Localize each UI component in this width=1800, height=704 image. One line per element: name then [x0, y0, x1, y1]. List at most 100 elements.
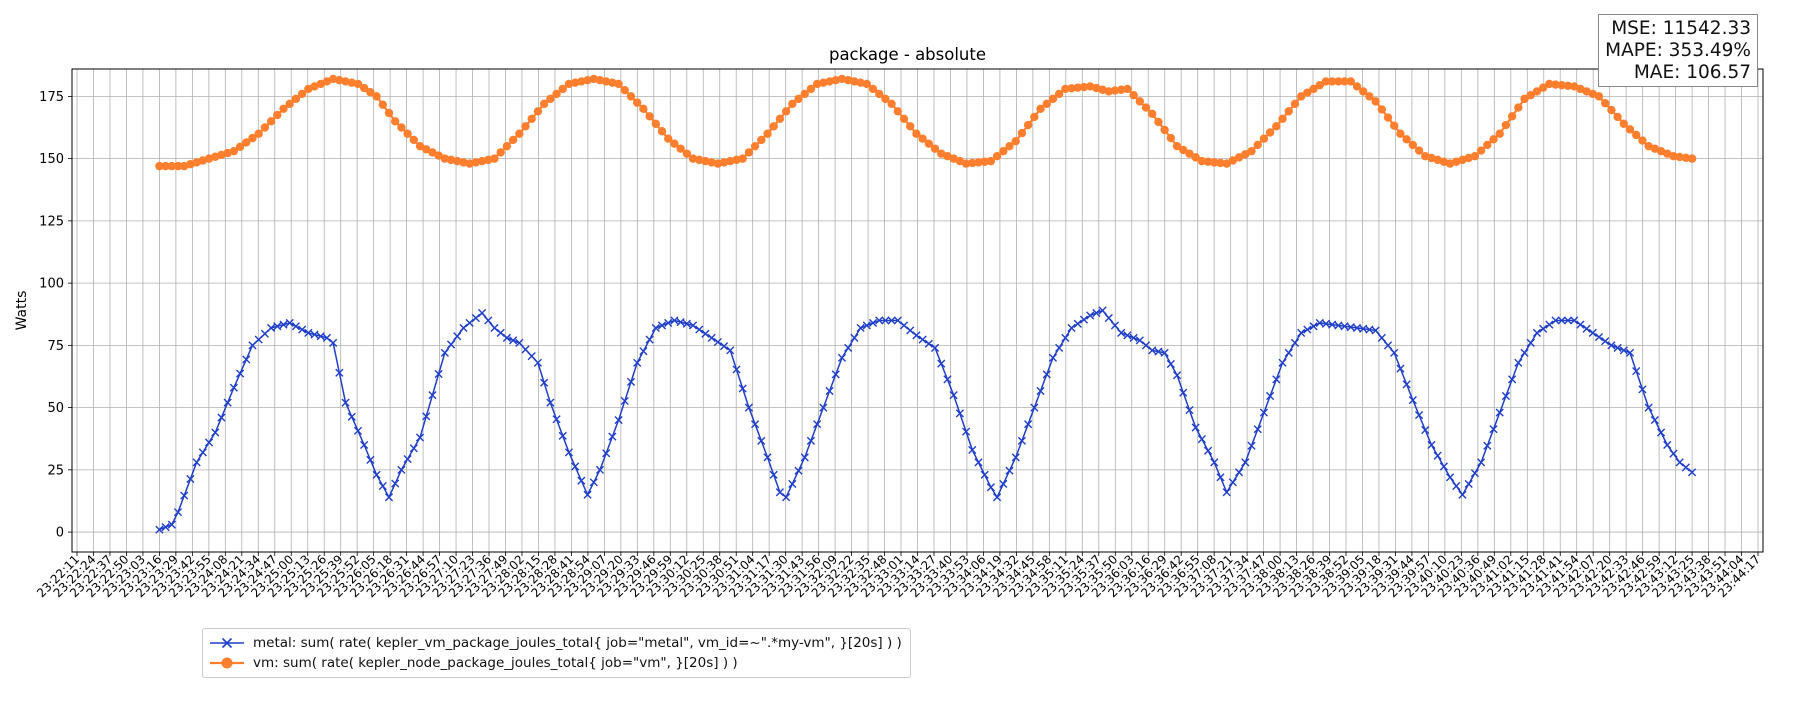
data-point — [968, 445, 977, 455]
data-point — [1253, 140, 1262, 150]
data-point — [397, 465, 406, 474]
data-point — [856, 323, 865, 333]
data-point — [1241, 150, 1250, 159]
data-point — [1166, 133, 1176, 143]
data-point — [862, 79, 871, 89]
data-point — [670, 316, 679, 325]
data-point — [1526, 90, 1535, 100]
data-point — [471, 313, 480, 323]
data-point — [614, 79, 623, 89]
data-point — [707, 333, 716, 342]
data-point — [763, 129, 772, 138]
y-tick-label: 100 — [39, 277, 64, 292]
data-point — [1048, 94, 1058, 104]
data-point — [1297, 328, 1306, 338]
data-point — [1160, 348, 1169, 357]
data-point — [1030, 403, 1039, 412]
data-point — [1545, 320, 1554, 329]
data-point — [490, 323, 499, 333]
data-point — [750, 141, 760, 151]
data-point — [577, 476, 586, 485]
data-point — [993, 493, 1002, 502]
data-point — [1477, 458, 1486, 467]
data-point — [862, 321, 871, 330]
data-point — [1023, 120, 1033, 130]
data-point — [490, 154, 499, 163]
data-point — [614, 415, 623, 425]
data-point — [267, 323, 276, 333]
data-point — [1234, 153, 1244, 162]
data-point — [552, 415, 561, 424]
data-point — [949, 391, 958, 400]
data-point — [732, 365, 741, 374]
data-point — [223, 398, 232, 407]
data-point — [1445, 473, 1455, 482]
data-point — [664, 318, 673, 328]
data-point — [980, 157, 989, 166]
data-point — [167, 520, 176, 529]
data-point — [794, 94, 803, 104]
data-point — [378, 481, 387, 491]
data-point — [1563, 316, 1573, 325]
data-point — [1582, 324, 1591, 333]
data-point — [1104, 313, 1113, 323]
data-point — [1073, 319, 1082, 328]
data-point — [806, 436, 816, 445]
data-point — [291, 322, 301, 331]
data-point — [688, 321, 698, 330]
data-point — [602, 449, 611, 458]
data-point — [819, 403, 828, 412]
data-point — [1470, 469, 1479, 478]
data-point — [924, 339, 933, 348]
data-point — [1011, 453, 1020, 462]
data-point — [1061, 84, 1070, 94]
data-point — [1551, 316, 1560, 325]
data-point — [1284, 107, 1293, 116]
data-point — [372, 92, 381, 101]
data-point — [1607, 341, 1616, 350]
data-point — [496, 328, 505, 338]
data-point — [558, 431, 567, 440]
data-point — [670, 139, 679, 148]
data-point — [1303, 88, 1312, 97]
y-tick-label: 0 — [56, 526, 64, 541]
data-point — [1495, 129, 1504, 138]
data-point — [1011, 137, 1020, 146]
data-point — [1365, 92, 1374, 101]
data-point — [1489, 135, 1498, 144]
data-point — [1371, 97, 1380, 106]
data-point — [434, 151, 443, 160]
data-point — [1644, 403, 1653, 412]
data-point — [1172, 141, 1182, 151]
data-point — [204, 438, 214, 447]
data-point — [1371, 326, 1380, 335]
data-point — [1017, 436, 1027, 445]
legend: metal: sum( rate( kepler_vm_package_joul… — [202, 628, 911, 678]
series-1 — [155, 74, 1697, 171]
data-point — [1123, 331, 1132, 340]
data-point — [1508, 375, 1517, 384]
data-point — [260, 329, 269, 338]
data-point — [682, 319, 691, 328]
data-point — [1042, 370, 1051, 379]
data-point — [1086, 311, 1095, 320]
data-point — [788, 99, 797, 109]
data-point — [1079, 82, 1089, 92]
legend-item-metal: metal: sum( rate( kepler_vm_package_joul… — [209, 633, 902, 653]
series-line — [159, 77, 1693, 168]
data-point — [360, 440, 369, 450]
mse-value: MSE: 11542.33 — [1611, 18, 1751, 39]
data-point — [1476, 146, 1486, 155]
data-point — [273, 110, 282, 120]
data-point — [434, 369, 443, 379]
data-point — [633, 358, 642, 367]
data-point — [1687, 154, 1697, 163]
data-point — [521, 122, 530, 131]
data-point — [1315, 80, 1324, 90]
data-point — [1278, 358, 1287, 367]
data-point — [279, 320, 288, 329]
data-point — [1507, 112, 1517, 121]
data-point — [620, 85, 629, 95]
data-point — [390, 117, 400, 126]
data-point — [546, 94, 555, 104]
